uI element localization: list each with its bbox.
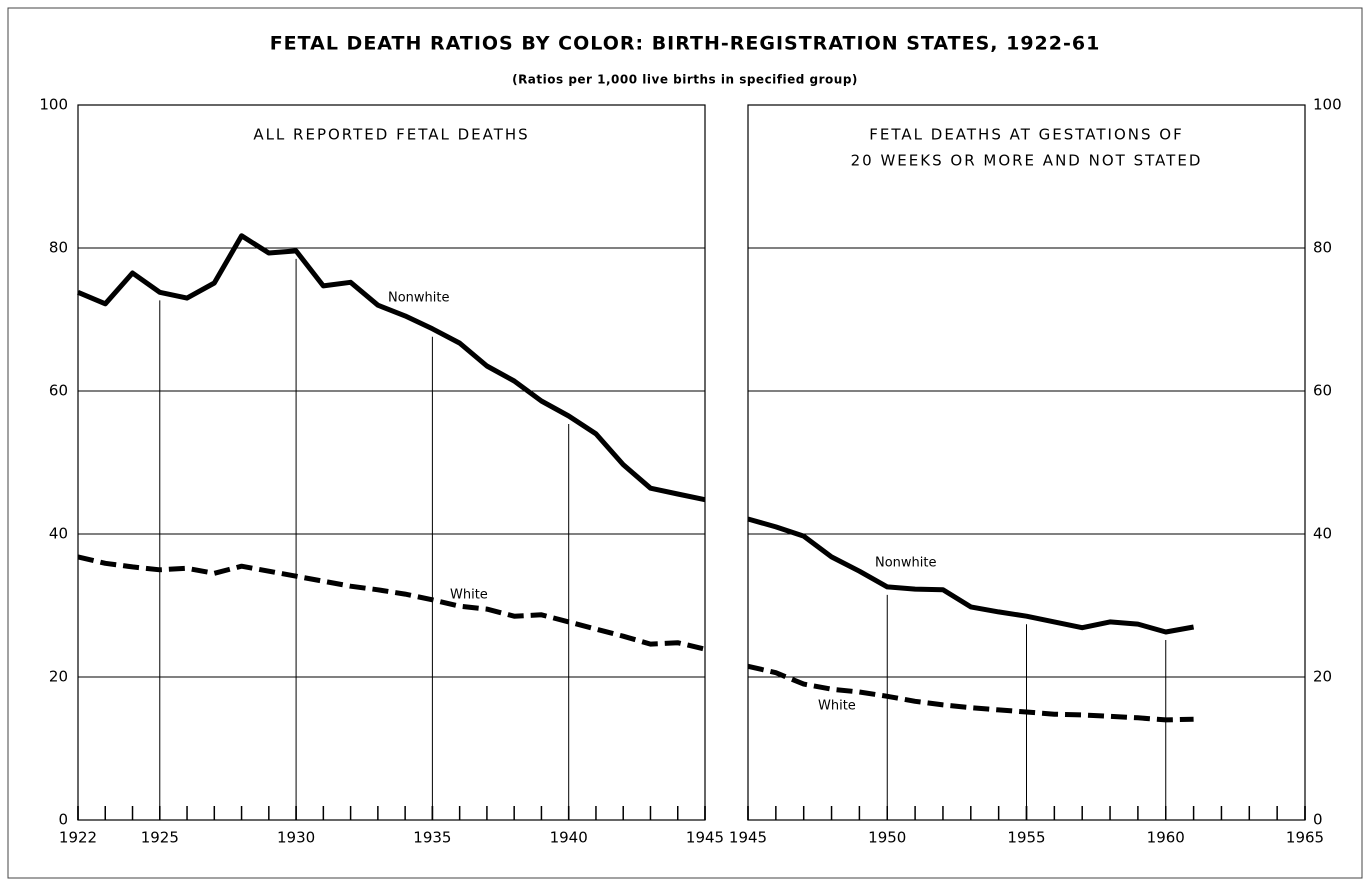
y-tick-label: 60 <box>49 382 68 400</box>
x-tick-label: 1940 <box>550 829 588 847</box>
x-tick-label: 1950 <box>868 829 906 847</box>
chart-title: FETAL DEATH RATIOS BY COLOR: BIRTH-REGIS… <box>270 33 1101 55</box>
outer-frame <box>7 7 1363 879</box>
x-tick-label: 1960 <box>1147 829 1185 847</box>
y-tick-label: 60 <box>1313 382 1332 400</box>
x-tick-label: 1955 <box>1007 829 1045 847</box>
y-tick-label: 20 <box>1313 668 1332 686</box>
x-tick-label: 1945 <box>729 829 767 847</box>
panel-title: ALL REPORTED FETAL DEATHS <box>253 126 529 144</box>
y-tick-label: 0 <box>58 811 68 829</box>
y-tick-label: 40 <box>1313 525 1332 543</box>
chart-subtitle: (Ratios per 1,000 live births in specifi… <box>512 73 858 87</box>
x-tick-label: 1922 <box>59 829 97 847</box>
panel-frame <box>77 104 706 821</box>
x-tick-label: 1930 <box>277 829 315 847</box>
x-tick-label: 1945 <box>686 829 724 847</box>
y-tick-label: 20 <box>49 668 68 686</box>
series-line <box>747 663 1194 723</box>
y-tick-label: 40 <box>49 525 68 543</box>
series-label: White <box>818 699 856 714</box>
panel-title: 20 WEEKS OR MORE AND NOT STATED <box>851 152 1203 170</box>
series-line <box>77 554 706 652</box>
series-label: Nonwhite <box>388 291 450 306</box>
y-tick-label: 80 <box>49 239 68 257</box>
series-label: Nonwhite <box>875 556 937 571</box>
series-line <box>747 516 1195 635</box>
series-label: White <box>450 588 488 603</box>
y-tick-label: 80 <box>1313 239 1332 257</box>
series-line <box>77 233 706 503</box>
y-tick-label: 0 <box>1313 811 1323 829</box>
x-tick-label: 1925 <box>141 829 179 847</box>
x-tick-label: 1965 <box>1286 829 1324 847</box>
y-tick-label: 100 <box>39 96 68 114</box>
panel-title: FETAL DEATHS AT GESTATIONS OF <box>869 126 1183 144</box>
x-tick-label: 1935 <box>413 829 451 847</box>
y-tick-label: 100 <box>1313 96 1342 114</box>
